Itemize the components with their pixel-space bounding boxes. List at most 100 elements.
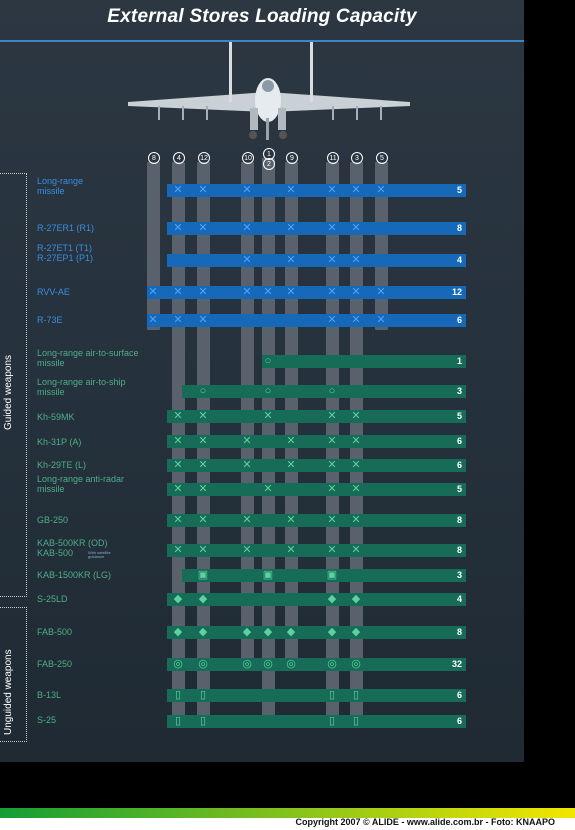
weapon-label: KAB-1500KR (LG) bbox=[37, 570, 111, 580]
store-marker: ✕ bbox=[198, 314, 208, 326]
store-marker: ✕ bbox=[351, 435, 361, 447]
weapon-label-line: RVV-AE bbox=[37, 287, 70, 297]
store-marker: ✕ bbox=[198, 514, 208, 526]
store-marker: ✕ bbox=[351, 514, 361, 526]
weapon-label-line: R-27ER1 (R1) bbox=[37, 223, 95, 233]
store-count: 32 bbox=[451, 659, 462, 669]
weapon-label-line: KAB-500 bbox=[37, 548, 74, 558]
weapon-label: FAB-500 bbox=[37, 627, 72, 637]
store-marker: ◆ bbox=[173, 593, 183, 605]
weapon-label: Long-range air-to-ship missile bbox=[37, 377, 126, 397]
store-marker: ▯ bbox=[174, 689, 182, 701]
footer-band bbox=[0, 808, 575, 818]
station-number: 5 bbox=[376, 152, 388, 164]
unguided-weapons-label: Unguided weapons bbox=[3, 649, 14, 735]
store-marker: ✕ bbox=[198, 435, 208, 447]
weapon-label-line: FAB-250 bbox=[37, 659, 73, 669]
store-marker: ○ bbox=[264, 355, 272, 367]
store-count: 8 bbox=[456, 545, 462, 555]
weapon-label-line: Long-range air-to-ship bbox=[37, 377, 126, 387]
store-marker: ✕ bbox=[327, 286, 337, 298]
store-marker: ✕ bbox=[351, 410, 361, 422]
store-marker: ◆ bbox=[242, 626, 252, 638]
weapon-label-line: B-13L bbox=[37, 690, 62, 700]
store-count: 4 bbox=[456, 255, 462, 265]
weapon-label-line: GB-250 bbox=[37, 515, 69, 525]
store-marker: ✕ bbox=[286, 286, 296, 298]
weapon-label-line: missile bbox=[37, 186, 65, 196]
store-marker: ✕ bbox=[173, 459, 183, 471]
store-marker: ✕ bbox=[242, 544, 252, 556]
store-marker: ✕ bbox=[173, 184, 183, 196]
store-marker: ✕ bbox=[263, 483, 273, 495]
loadout-bar bbox=[167, 626, 466, 639]
store-marker: ○ bbox=[264, 385, 272, 397]
weapon-label-line: R-27ET1 (T1) bbox=[37, 243, 93, 253]
store-marker: ✕ bbox=[242, 286, 252, 298]
store-count: 4 bbox=[456, 594, 462, 604]
weapon-label-line: missile bbox=[37, 358, 65, 368]
store-marker: ▯ bbox=[199, 689, 207, 701]
store-marker: ✕ bbox=[327, 184, 337, 196]
store-marker: ◆ bbox=[173, 626, 183, 638]
store-marker: ◆ bbox=[263, 626, 273, 638]
weapon-label-line: Long-range air-to-surface bbox=[37, 348, 139, 358]
store-marker: ✕ bbox=[242, 254, 252, 266]
weapon-label-line: Kh-31P (A) bbox=[37, 437, 82, 447]
station-pylon bbox=[147, 162, 160, 330]
weapon-label-line: Long-range anti-radar bbox=[37, 474, 125, 484]
loadout-bar bbox=[167, 410, 466, 423]
store-marker: ▣ bbox=[197, 569, 209, 581]
store-marker: ◎ bbox=[351, 658, 361, 670]
weapon-label: R-73E bbox=[37, 315, 63, 325]
store-marker: ✕ bbox=[198, 222, 208, 234]
loadout-bar bbox=[167, 483, 466, 496]
store-count: 5 bbox=[456, 484, 462, 494]
store-marker: ✕ bbox=[327, 459, 337, 471]
store-count: 5 bbox=[456, 185, 462, 195]
store-marker: ✕ bbox=[351, 544, 361, 556]
store-marker: ◆ bbox=[351, 626, 361, 638]
store-marker: ○ bbox=[199, 385, 207, 397]
weapon-label-line: missile bbox=[37, 484, 65, 494]
store-count: 8 bbox=[456, 223, 462, 233]
station-number: 2 bbox=[263, 158, 275, 170]
station-number: 8 bbox=[148, 152, 160, 164]
store-marker: ✕ bbox=[286, 222, 296, 234]
loadout-bar bbox=[167, 514, 466, 527]
weapon-label: S-25LD bbox=[37, 594, 68, 604]
weapon-label: Kh-29TE (L) bbox=[37, 460, 86, 470]
store-marker: ✕ bbox=[351, 222, 361, 234]
loadout-bar bbox=[167, 544, 466, 557]
store-marker: ✕ bbox=[263, 410, 273, 422]
copyright-text: Copyright 2007 © ALIDE - www.alide.com.b… bbox=[295, 817, 555, 827]
weapon-label-line: Kh-29TE (L) bbox=[37, 460, 87, 470]
store-marker: ✕ bbox=[286, 514, 296, 526]
store-marker: ◆ bbox=[198, 593, 208, 605]
store-marker: ✕ bbox=[286, 435, 296, 447]
store-count: 3 bbox=[456, 386, 462, 396]
store-marker: ✕ bbox=[173, 314, 183, 326]
store-marker: ✕ bbox=[351, 459, 361, 471]
store-marker: ◎ bbox=[263, 658, 273, 670]
store-marker: ✕ bbox=[173, 514, 183, 526]
store-marker: ✕ bbox=[263, 286, 273, 298]
store-marker: ✕ bbox=[351, 483, 361, 495]
store-marker: ✕ bbox=[286, 544, 296, 556]
store-marker: ✕ bbox=[351, 254, 361, 266]
station-number: 3 bbox=[351, 152, 363, 164]
weapon-label-line: S-25 bbox=[37, 715, 57, 725]
store-count: 12 bbox=[451, 287, 462, 297]
weapon-label: Kh-31P (A) bbox=[37, 437, 81, 447]
store-marker: ○ bbox=[328, 385, 336, 397]
store-count: 3 bbox=[456, 570, 462, 580]
store-marker: ▣ bbox=[262, 569, 274, 581]
station-number: 10 bbox=[242, 152, 254, 164]
loadout-bar bbox=[167, 184, 466, 197]
store-marker: ✕ bbox=[242, 435, 252, 447]
loadout-bar bbox=[147, 286, 466, 299]
page-title: External Stores Loading Capacity bbox=[107, 6, 417, 27]
store-marker: ✕ bbox=[286, 459, 296, 471]
loadout-bar bbox=[182, 569, 466, 582]
weapon-label-line: Kh-59MK bbox=[37, 412, 75, 422]
